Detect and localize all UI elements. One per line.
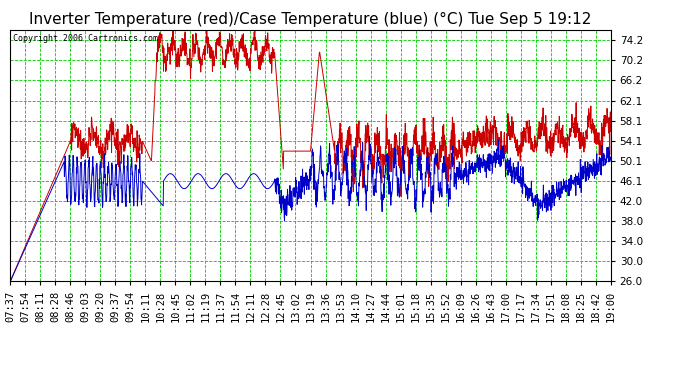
- Title: Inverter Temperature (red)/Case Temperature (blue) (°C) Tue Sep 5 19:12: Inverter Temperature (red)/Case Temperat…: [29, 12, 592, 27]
- Text: Copyright 2006 Cartronics.com: Copyright 2006 Cartronics.com: [13, 34, 158, 43]
